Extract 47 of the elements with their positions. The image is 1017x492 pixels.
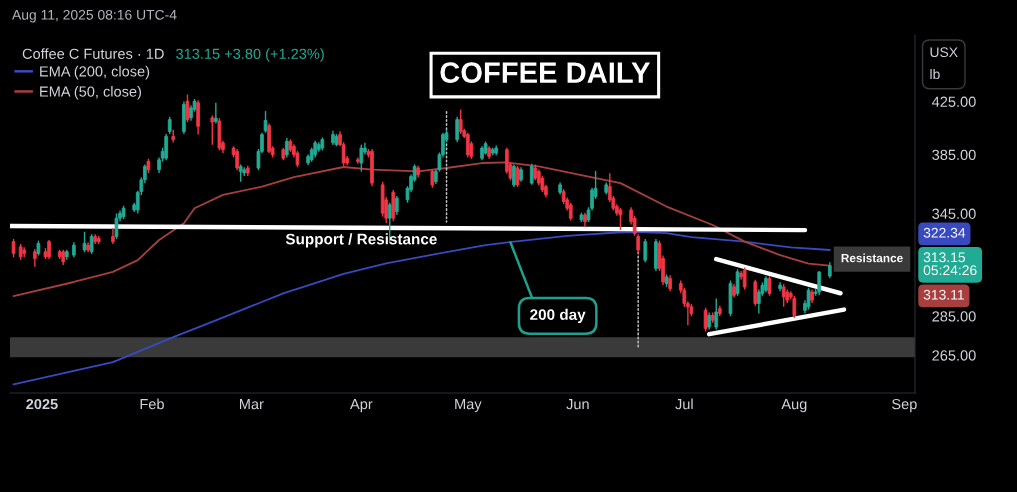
candlestick (235, 148, 239, 171)
candlestick (636, 233, 641, 254)
legend-label: EMA (200, close) (40, 65, 150, 80)
candlestick (11, 238, 16, 258)
annotation: 200 day (530, 308, 586, 324)
candlestick (214, 102, 218, 125)
x-tick-label: Apr (350, 399, 373, 413)
annotation: 313.15 +3.80 (+1.23%) (176, 48, 324, 62)
text: 322.34 (923, 227, 966, 238)
candlestick (111, 227, 115, 245)
text: 313.11 (923, 289, 964, 300)
candlestick (164, 133, 168, 161)
candlestick (263, 110, 268, 134)
line-series (12, 231, 831, 386)
y-tick-label: 265.00 (932, 350, 976, 361)
candlestick (458, 108, 463, 135)
candlestick (114, 212, 119, 240)
x-tick-label: Jul (675, 398, 693, 410)
candlestick (465, 132, 470, 159)
text: Coffee C Futures · 1D (22, 48, 164, 59)
y-axis-title: USX lb (930, 47, 958, 80)
candlestick (643, 238, 648, 264)
candlestick (792, 295, 797, 319)
line-series (12, 161, 831, 298)
annotation: Resistance (841, 253, 903, 263)
candlestick (618, 207, 623, 231)
candlestick (395, 195, 399, 216)
candlestick (753, 279, 758, 307)
x-tick-label: 2025 (26, 398, 58, 410)
y-tick-label: 285.00 (932, 311, 976, 322)
x-tick-label: Mar (239, 399, 264, 410)
x-tick-label: May (455, 399, 482, 413)
text: COFFEE DAILY (440, 62, 650, 83)
x-tick-label: Jun (566, 399, 589, 410)
candlestick (47, 239, 51, 260)
x-tick-label: Aug (781, 399, 807, 413)
candlestick (196, 99, 200, 136)
y-tick-label: 385.00 (932, 149, 976, 161)
candlestick (210, 114, 215, 146)
legend-label: EMA (50, close) (40, 86, 141, 100)
text: 313.15 05:24:26 (923, 252, 977, 276)
y-tick-label: 345.00 (932, 208, 976, 219)
x-tick-label: Feb (140, 398, 164, 410)
y-tick-label: 425.00 (932, 96, 976, 107)
x-tick-label: Sep (892, 398, 917, 413)
text: Aug 11, 2025 08:16 UTC-4 (12, 9, 177, 23)
candlestick (455, 116, 460, 143)
